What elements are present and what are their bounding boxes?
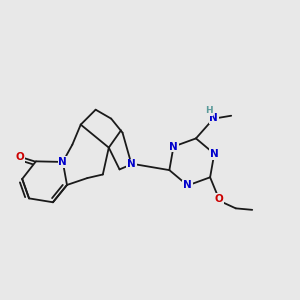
Text: O: O: [214, 194, 223, 204]
Text: N: N: [169, 142, 178, 152]
Text: N: N: [58, 157, 67, 167]
Text: N: N: [127, 159, 136, 169]
Text: O: O: [15, 152, 24, 162]
Text: H: H: [205, 106, 212, 116]
Text: N: N: [209, 113, 218, 123]
Text: N: N: [210, 149, 219, 159]
Text: N: N: [183, 181, 192, 190]
